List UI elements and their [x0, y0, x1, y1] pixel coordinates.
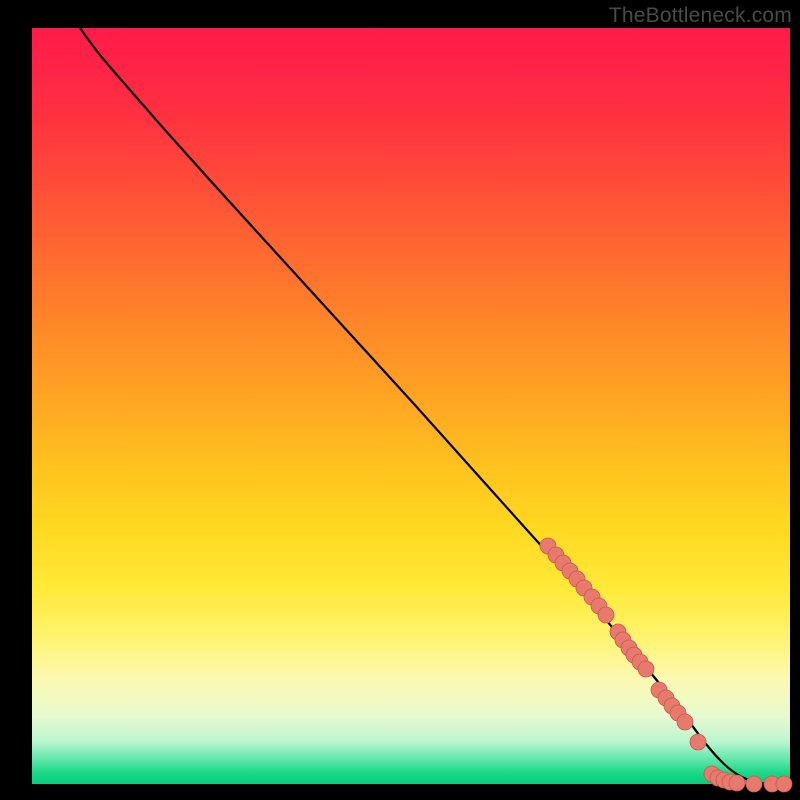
data-marker	[776, 776, 792, 792]
chart-svg	[0, 0, 800, 800]
plot-background	[32, 28, 790, 784]
data-marker	[677, 714, 693, 730]
chart-container: TheBottleneck.com	[0, 0, 800, 800]
data-marker	[729, 775, 745, 791]
watermark-text: TheBottleneck.com	[609, 4, 792, 28]
data-marker	[638, 661, 654, 677]
data-marker	[690, 734, 706, 750]
data-marker	[746, 776, 762, 792]
data-marker	[598, 607, 614, 623]
